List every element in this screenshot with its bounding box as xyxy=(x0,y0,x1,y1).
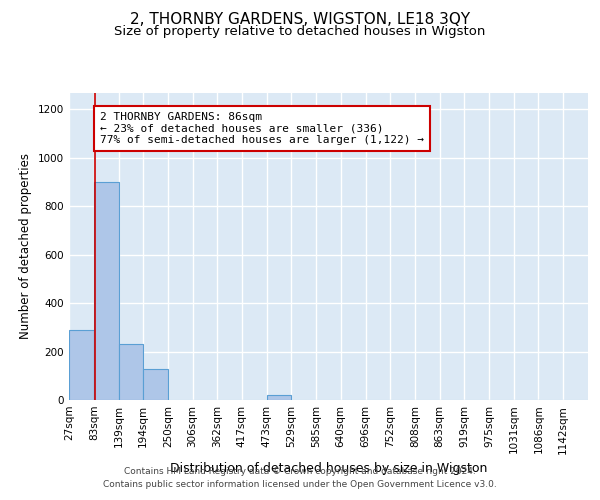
Text: 2, THORNBY GARDENS, WIGSTON, LE18 3QY: 2, THORNBY GARDENS, WIGSTON, LE18 3QY xyxy=(130,12,470,28)
Text: Size of property relative to detached houses in Wigston: Size of property relative to detached ho… xyxy=(115,25,485,38)
X-axis label: Distribution of detached houses by size in Wigston: Distribution of detached houses by size … xyxy=(170,462,487,475)
Y-axis label: Number of detached properties: Number of detached properties xyxy=(19,153,32,339)
Bar xyxy=(69,330,94,400)
Text: Contains public sector information licensed under the Open Government Licence v3: Contains public sector information licen… xyxy=(103,480,497,489)
Text: Contains HM Land Registry data © Crown copyright and database right 2024.: Contains HM Land Registry data © Crown c… xyxy=(124,467,476,476)
Text: 2 THORNBY GARDENS: 86sqm
← 23% of detached houses are smaller (336)
77% of semi-: 2 THORNBY GARDENS: 86sqm ← 23% of detach… xyxy=(100,112,424,145)
Bar xyxy=(119,344,143,400)
Bar xyxy=(143,368,168,400)
Bar xyxy=(266,395,292,400)
Bar xyxy=(94,182,119,400)
